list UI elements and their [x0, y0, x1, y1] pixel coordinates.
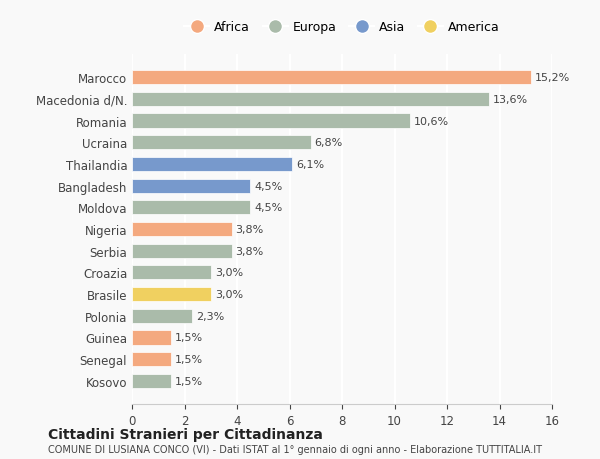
Text: 1,5%: 1,5%: [175, 376, 203, 386]
Bar: [132, 287, 211, 302]
Text: 15,2%: 15,2%: [535, 73, 570, 83]
Text: 2,3%: 2,3%: [196, 311, 224, 321]
Text: 3,8%: 3,8%: [236, 224, 264, 235]
Text: 1,5%: 1,5%: [175, 333, 203, 343]
Text: 1,5%: 1,5%: [175, 354, 203, 364]
Text: 6,1%: 6,1%: [296, 160, 324, 169]
Text: 4,5%: 4,5%: [254, 181, 283, 191]
Bar: [132, 353, 172, 366]
Text: 10,6%: 10,6%: [414, 116, 449, 126]
Bar: [132, 114, 410, 129]
Bar: [132, 201, 250, 215]
Text: COMUNE DI LUSIANA CONCO (VI) - Dati ISTAT al 1° gennaio di ogni anno - Elaborazi: COMUNE DI LUSIANA CONCO (VI) - Dati ISTA…: [48, 444, 542, 454]
Text: 3,0%: 3,0%: [215, 268, 243, 278]
Text: 3,0%: 3,0%: [215, 290, 243, 299]
Bar: [132, 223, 232, 236]
Legend: Africa, Europa, Asia, America: Africa, Europa, Asia, America: [179, 16, 505, 39]
Text: 13,6%: 13,6%: [493, 95, 528, 105]
Bar: [132, 71, 531, 85]
Bar: [132, 244, 232, 258]
Bar: [132, 374, 172, 388]
Bar: [132, 179, 250, 193]
Text: 6,8%: 6,8%: [314, 138, 343, 148]
Bar: [132, 330, 172, 345]
Text: 4,5%: 4,5%: [254, 203, 283, 213]
Bar: [132, 309, 193, 323]
Text: Cittadini Stranieri per Cittadinanza: Cittadini Stranieri per Cittadinanza: [48, 427, 323, 441]
Text: 3,8%: 3,8%: [236, 246, 264, 256]
Bar: [132, 266, 211, 280]
Bar: [132, 157, 292, 172]
Bar: [132, 93, 489, 106]
Bar: [132, 136, 311, 150]
